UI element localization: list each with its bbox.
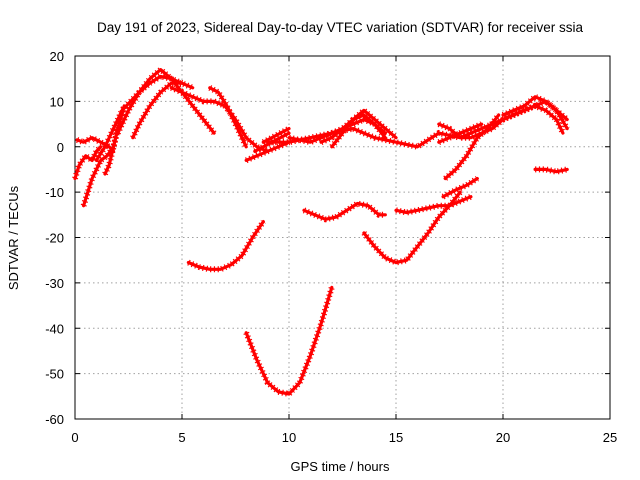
series-arc26-markers — [443, 113, 502, 181]
series-arc23-markers — [302, 200, 386, 223]
series-arc1-markers — [72, 144, 103, 180]
y-tick-label: -60 — [45, 412, 64, 427]
series-arc7-markers — [130, 80, 194, 139]
y-tick-label: 0 — [57, 140, 64, 155]
axis-ticks: 0 5 10 15 20 25 20 10 0 -10 -20 -30 -40 -50 -60 — [45, 49, 617, 445]
series-arc21-markers — [187, 219, 266, 273]
series-arc18-markers — [437, 121, 483, 145]
y-tick-label: 10 — [50, 94, 64, 109]
series-arc15-markers — [319, 111, 388, 145]
x-tick-label: 15 — [389, 430, 403, 445]
series-arc9-markers — [208, 85, 249, 149]
x-tick-label: 5 — [178, 430, 185, 445]
series-arc16 — [330, 108, 398, 149]
x-tick-label: 0 — [71, 430, 78, 445]
series-arc28-markers — [535, 166, 568, 175]
series-arc24-markers — [361, 190, 463, 266]
series-arc20-markers — [501, 102, 566, 135]
x-tick-label: 10 — [282, 430, 296, 445]
y-tick-label: 20 — [50, 49, 64, 64]
y-tick-label: -10 — [45, 185, 64, 200]
series-arc17-markers — [437, 117, 505, 141]
y-tick-label: -20 — [45, 231, 64, 246]
series-arc9 — [208, 86, 248, 149]
series-arc22 — [244, 285, 334, 396]
series-arc27 — [441, 176, 479, 199]
series-arc23 — [302, 201, 387, 221]
y-axis-label: SDTVAR / TECUs — [6, 185, 21, 290]
chart-title: Day 191 of 2023, Sidereal Day-to-day VTE… — [97, 20, 583, 35]
y-tick-label: -40 — [45, 321, 64, 336]
x-axis-label: GPS time / hours — [291, 459, 390, 474]
y-tick-label: -50 — [45, 367, 64, 382]
series-arc10-markers — [245, 139, 291, 164]
x-tick-label: 25 — [603, 430, 617, 445]
series-arc21 — [186, 220, 265, 271]
series-arc5 — [103, 104, 126, 176]
series-arc19-markers — [501, 93, 570, 131]
y-tick-label: -30 — [45, 276, 64, 291]
grid — [75, 56, 610, 419]
series-arc24 — [362, 190, 462, 265]
x-tick-label: 20 — [496, 430, 510, 445]
series-arc6-markers — [115, 65, 217, 135]
series-arc8-markers — [170, 85, 269, 155]
series-arc25-markers — [395, 193, 473, 216]
series-layer — [72, 65, 570, 398]
